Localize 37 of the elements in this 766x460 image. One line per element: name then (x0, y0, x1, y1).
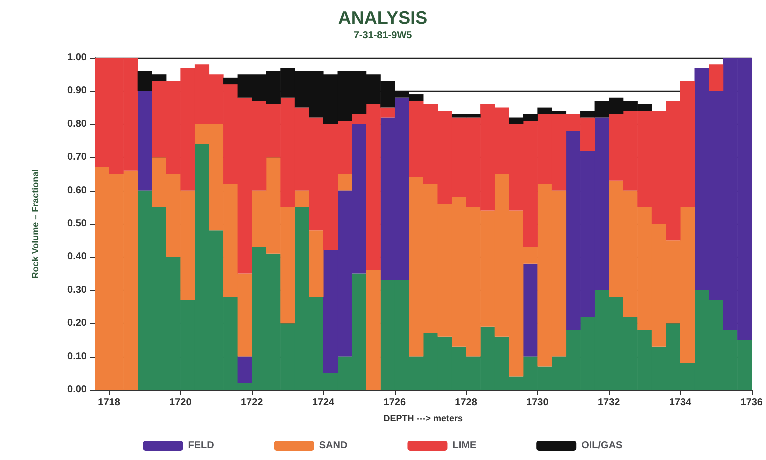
y-tick-label: 0.70 (68, 152, 88, 164)
bar (309, 230, 324, 298)
y-axis-title: Rock Volume – Fractional (30, 169, 40, 279)
y-tick-label: 1.00 (68, 52, 88, 64)
y-tick-label: 0.20 (68, 318, 88, 330)
bar (366, 270, 381, 390)
y-tick-label: 0.00 (68, 384, 88, 396)
bar (709, 64, 724, 92)
legend-label: SAND (319, 440, 348, 452)
x-tick-label: 1732 (598, 398, 621, 408)
y-tick-label: 0.40 (68, 252, 88, 263)
x-tick-label: 1736 (740, 398, 764, 408)
y-tick-label: 0.30 (68, 284, 88, 296)
bar (338, 174, 352, 191)
y-tick-label: 0.60 (68, 185, 88, 196)
x-tick-label: 1724 (312, 398, 336, 408)
y-tick-label: 0.90 (68, 86, 88, 97)
legend-label: FELD (188, 440, 214, 452)
y-tick-label: 0.10 (68, 351, 88, 362)
x-axis-title: DEPTH ---> meters (384, 414, 464, 424)
y-tick-label: 0.80 (68, 118, 88, 130)
x-tick-label: 1720 (170, 398, 192, 408)
chart-subtitle: 7-31-81-9W5 (354, 30, 413, 42)
x-tick-label: 1726 (384, 398, 406, 408)
bar (238, 356, 252, 384)
chart-title: ANALYSIS (338, 8, 428, 28)
bar (138, 91, 152, 191)
y-tick-label: 0.50 (68, 218, 88, 230)
legend-label: LIME (452, 440, 477, 452)
bar (523, 264, 538, 357)
x-tick-label: 1734 (669, 398, 692, 408)
x-tick-label: 1730 (526, 398, 550, 408)
bar (294, 190, 310, 208)
x-tick-label: 1718 (98, 398, 121, 408)
x-tick-label: 1728 (455, 398, 478, 408)
legend-label: OIL/GAS (582, 440, 624, 452)
x-tick-label: 1722 (240, 398, 264, 408)
